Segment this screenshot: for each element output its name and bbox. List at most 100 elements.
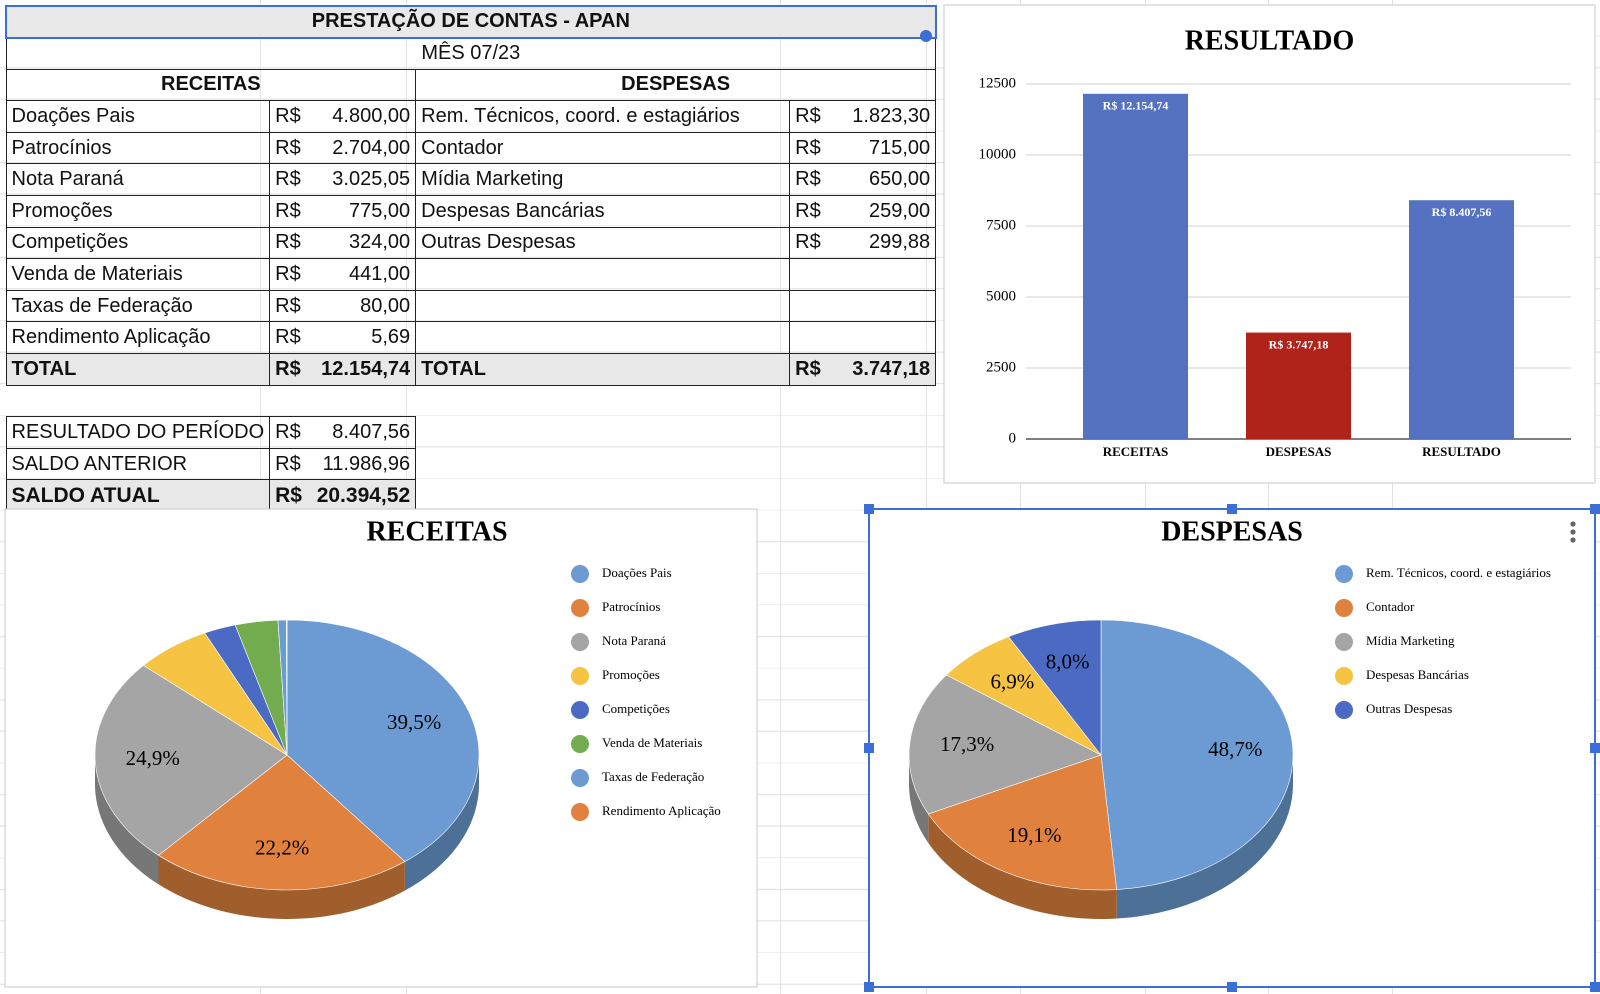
bar-value-label: R$ 3.747,18 bbox=[1269, 337, 1329, 351]
currency: R$ bbox=[275, 231, 301, 254]
selection-handle bbox=[864, 504, 874, 514]
money-cell: R$ 4.800,00 bbox=[269, 100, 417, 133]
x-tick-label: DESPESAS bbox=[1266, 444, 1332, 459]
legend-label: Mídia Marketing bbox=[1366, 633, 1455, 648]
selection-handle bbox=[1227, 504, 1237, 514]
selection-handle bbox=[1227, 982, 1237, 992]
bar bbox=[1246, 332, 1351, 439]
amount: 80,00 bbox=[360, 294, 411, 317]
pie-side bbox=[1116, 755, 1293, 919]
slice-label: 24,9% bbox=[126, 746, 180, 770]
legend-label: Rendimento Aplicação bbox=[602, 803, 721, 818]
summary-label: SALDO ATUAL bbox=[5, 479, 271, 512]
pie-slice bbox=[1100, 619, 1294, 890]
pie-side bbox=[928, 814, 1117, 919]
x-tick-label: RECEITAS bbox=[1103, 444, 1169, 459]
currency: R$ bbox=[795, 357, 821, 380]
currency: R$ bbox=[275, 483, 302, 507]
slice-label: 6,9% bbox=[991, 670, 1035, 694]
legend-label: Venda de Materiais bbox=[602, 735, 702, 750]
legend-dot bbox=[571, 701, 589, 719]
summary-label: RESULTADO DO PERÍODO bbox=[5, 416, 271, 449]
legend-dot bbox=[571, 599, 589, 617]
row-label: Competições bbox=[5, 226, 271, 260]
money-cell: R$ 441,00 bbox=[269, 258, 417, 291]
empty-cell bbox=[789, 321, 937, 355]
y-tick-label: 0 bbox=[1009, 430, 1017, 446]
legend-dot bbox=[1335, 599, 1353, 617]
pie-side bbox=[404, 755, 479, 891]
row-label: Doações Pais bbox=[5, 100, 271, 133]
money: R$ 299,88 bbox=[795, 231, 930, 254]
table-row: Venda de Materiais R$ 441,00 bbox=[5, 258, 937, 291]
total-label: TOTAL bbox=[5, 353, 271, 386]
money: R$ 11.986,96 bbox=[275, 453, 410, 476]
accounts-table: PRESTAÇÃO DE CONTAS - APAN MÊS 07/23 RECEI… bbox=[5, 5, 937, 512]
money-cell: R$ 12.154,74 bbox=[269, 353, 417, 386]
legend-label: Outras Despesas bbox=[1366, 701, 1452, 716]
pie-side bbox=[158, 855, 405, 919]
legend-label: Doações Pais bbox=[602, 565, 672, 580]
slice-label: 8,0% bbox=[1046, 649, 1090, 673]
y-tick-label: 7500 bbox=[986, 217, 1016, 233]
legend-dot bbox=[571, 633, 589, 651]
currency: R$ bbox=[275, 452, 301, 475]
money: R$ 3.025,05 bbox=[275, 168, 410, 191]
currency: R$ bbox=[795, 136, 821, 159]
legend-label: Despesas Bancárias bbox=[1366, 667, 1469, 682]
pie-slice bbox=[94, 664, 288, 856]
money: R$ 441,00 bbox=[275, 263, 410, 286]
currency: R$ bbox=[275, 263, 301, 286]
currency: R$ bbox=[795, 199, 821, 222]
column-header: RECEITAS bbox=[5, 68, 417, 102]
amount: 3.747,18 bbox=[852, 357, 931, 380]
amount: 8.407,56 bbox=[332, 421, 411, 444]
bar bbox=[1409, 200, 1514, 439]
legend-dot bbox=[571, 667, 589, 685]
selection-handle bbox=[1590, 743, 1600, 753]
row-label: Mídia Marketing bbox=[415, 163, 791, 197]
legend-label: Nota Paraná bbox=[602, 633, 666, 648]
cell-selection-handle bbox=[920, 30, 932, 42]
currency: R$ bbox=[275, 199, 301, 222]
chart-title: RECEITAS bbox=[366, 516, 507, 547]
legend-dot bbox=[571, 565, 589, 583]
pie-side bbox=[909, 755, 929, 844]
money: R$ 715,00 bbox=[795, 137, 930, 160]
legend-dot bbox=[571, 769, 589, 787]
amount: 324,00 bbox=[348, 231, 411, 254]
row-label: Contador bbox=[415, 131, 791, 165]
y-tick-label: 2500 bbox=[986, 359, 1016, 375]
slice-label: 22,2% bbox=[255, 835, 309, 859]
money-cell: R$ 650,00 bbox=[789, 163, 937, 197]
row-label: Despesas Bancárias bbox=[415, 195, 791, 228]
money-cell: R$ 775,00 bbox=[269, 195, 417, 228]
money-cell: R$ 3.025,05 bbox=[269, 163, 417, 197]
money-cell: R$ 299,88 bbox=[789, 226, 937, 260]
currency: R$ bbox=[795, 168, 821, 191]
pie-slice bbox=[927, 754, 1118, 891]
table-row: Taxas de Federação R$ 80,00 bbox=[5, 289, 937, 323]
money: R$ 650,00 bbox=[795, 168, 930, 191]
legend-dot bbox=[1335, 667, 1353, 685]
table-title: PRESTAÇÃO DE CONTAS - APAN bbox=[5, 5, 937, 39]
amount: 11.986,96 bbox=[322, 452, 411, 475]
amount: 299,88 bbox=[868, 231, 931, 254]
selection-handle bbox=[864, 743, 874, 753]
pie-slice bbox=[286, 619, 288, 756]
chart-menu-dot bbox=[1570, 521, 1576, 527]
legend-dot bbox=[1335, 565, 1353, 583]
currency: R$ bbox=[275, 357, 301, 380]
empty-cell bbox=[789, 289, 937, 323]
legend-label: Competições bbox=[602, 701, 670, 716]
y-tick-label: 12500 bbox=[979, 75, 1017, 91]
bar bbox=[1083, 93, 1188, 439]
row-label: Promoções bbox=[5, 195, 271, 228]
chart-menu-dot bbox=[1570, 529, 1576, 535]
amount: 1.823,30 bbox=[852, 105, 931, 128]
total-label: TOTAL bbox=[415, 353, 791, 386]
amount: 715,00 bbox=[868, 136, 931, 159]
pie-slice bbox=[908, 674, 1102, 815]
money: R$ 4.800,00 bbox=[275, 105, 410, 128]
amount: 2.704,00 bbox=[332, 136, 411, 159]
